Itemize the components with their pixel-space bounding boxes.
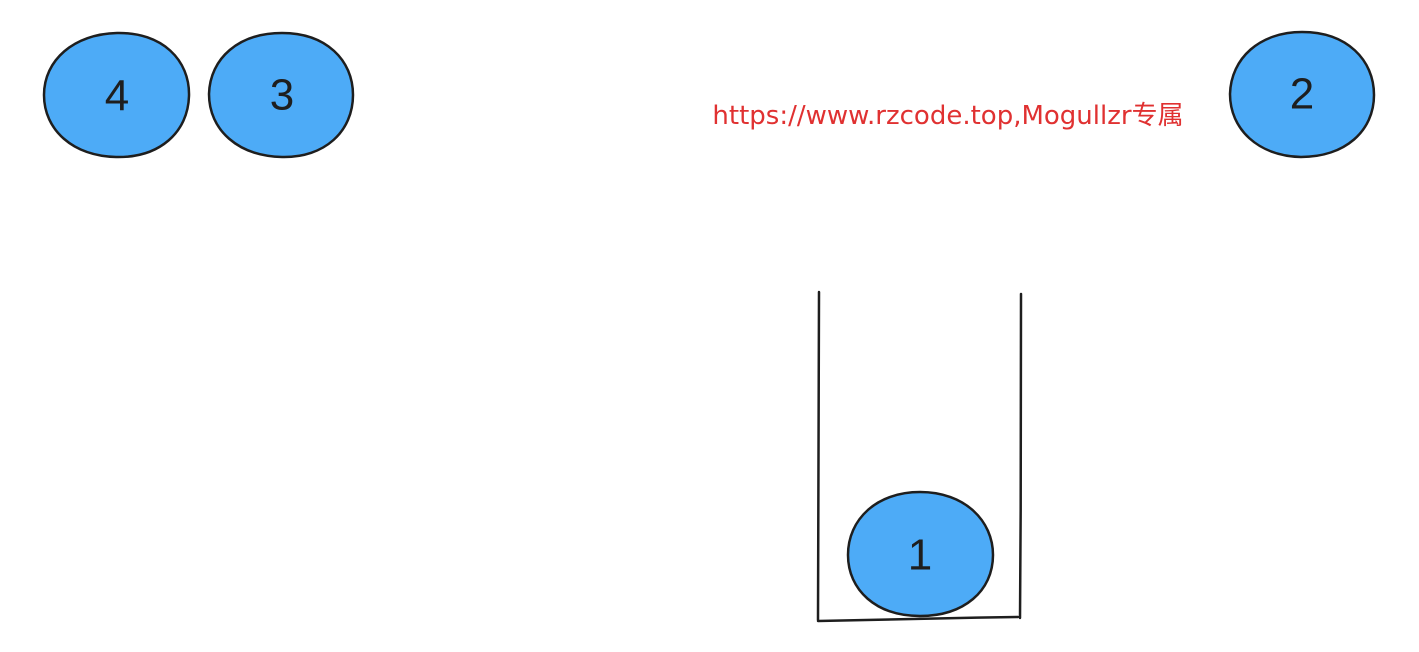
node-3: 3 [207,31,355,159]
container-bottom [816,615,1020,623]
node-2-circle [1228,30,1376,159]
node-3-label: 3 [270,71,294,120]
node-2-label: 2 [1290,70,1314,119]
node-4-label: 4 [105,72,129,121]
node-3-circle [207,31,355,159]
node-1-circle [846,490,995,618]
container-left-wall [816,290,821,622]
stack-container [816,290,1023,623]
watermark-text: https://www.rzcode.top,Mogullzr专属 [712,101,1183,131]
node-2: 2 [1228,30,1376,159]
container-right-wall [1018,292,1023,620]
node-1-label: 1 [908,531,932,580]
node-1: 1 [846,490,995,618]
node-4-circle [42,31,191,159]
node-4: 4 [42,31,191,159]
